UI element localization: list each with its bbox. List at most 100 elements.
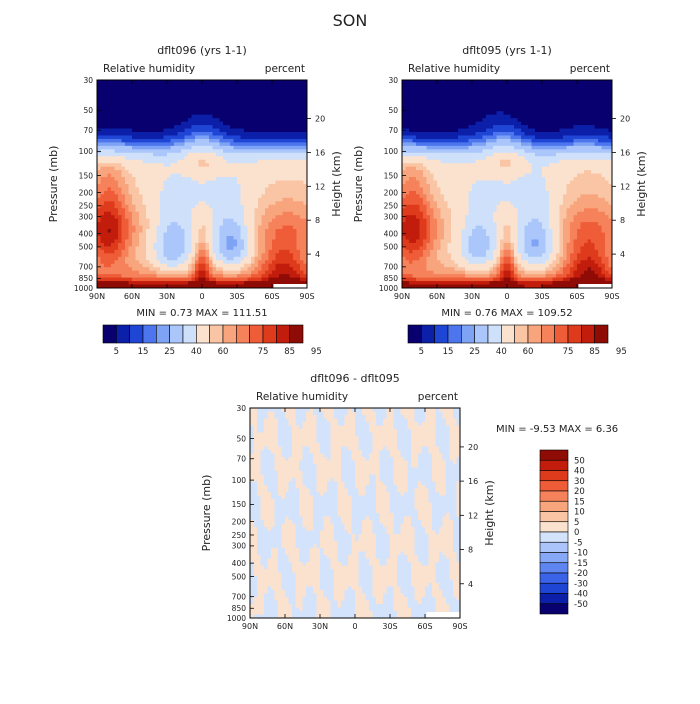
contour-cell	[216, 170, 220, 174]
contour-cell	[188, 94, 192, 98]
contour-cell	[553, 122, 557, 126]
contour-cell	[143, 191, 147, 195]
contour-cell	[286, 167, 290, 171]
contour-cell	[101, 198, 105, 202]
contour-cell	[409, 83, 413, 87]
contour-cell	[97, 191, 101, 195]
contour-cell	[416, 129, 420, 133]
contour-cell	[125, 257, 129, 261]
contour-cell	[160, 236, 164, 240]
contour-cell	[234, 160, 238, 164]
contour-cell	[248, 163, 252, 167]
contour-cell	[136, 222, 140, 226]
contour-cell	[427, 87, 431, 91]
contour-cell	[195, 260, 199, 264]
contour-cell	[248, 219, 252, 223]
contour-cell	[563, 146, 567, 150]
contour-cell	[164, 87, 168, 91]
contour-cell	[588, 132, 592, 136]
contour-cell	[476, 142, 480, 146]
contour-cell	[115, 111, 119, 115]
contour-cell	[122, 226, 126, 230]
contour-cell	[479, 80, 483, 84]
contour-cell	[118, 236, 122, 240]
contour-cell	[122, 198, 126, 202]
contour-cell	[223, 90, 227, 94]
contour-cell	[160, 205, 164, 209]
contour-cell	[125, 149, 129, 153]
contour-cell	[262, 156, 266, 160]
contour-cell	[567, 90, 571, 94]
contour-cell	[199, 184, 203, 188]
contour-cell	[300, 94, 304, 98]
contour-cell	[563, 142, 567, 146]
contour-cell	[479, 135, 483, 139]
contour-cell	[486, 111, 490, 115]
contour-cell	[164, 208, 168, 212]
contour-cell	[115, 191, 119, 195]
contour-cell	[276, 229, 280, 233]
contour-cell	[104, 118, 108, 122]
contour-cell	[469, 97, 473, 101]
contour-cell	[230, 233, 234, 237]
contour-cell	[528, 118, 532, 122]
contour-cell	[406, 80, 410, 84]
contour-cell	[276, 264, 280, 268]
contour-cell	[262, 111, 266, 115]
contour-cell	[500, 108, 504, 112]
contour-cell	[241, 115, 245, 119]
contour-cell	[265, 135, 269, 139]
contour-cell	[97, 101, 101, 105]
contour-cell	[206, 246, 210, 250]
contour-cell	[139, 132, 143, 136]
contour-cell	[195, 94, 199, 98]
contour-cell	[234, 264, 238, 268]
contour-cell	[286, 198, 290, 202]
contour-cell	[153, 111, 157, 115]
contour-cell	[451, 97, 455, 101]
contour-cell	[206, 83, 210, 87]
contour-cell	[209, 83, 213, 87]
contour-cell	[171, 125, 175, 129]
contour-cell	[434, 149, 438, 153]
contour-cell	[206, 271, 210, 275]
contour-cell	[472, 83, 476, 87]
contour-cell	[139, 274, 143, 278]
contour-cell	[157, 177, 161, 181]
contour-cell	[244, 208, 248, 212]
contour-cell	[136, 181, 140, 185]
contour-cell	[223, 278, 227, 282]
contour-cell	[244, 142, 248, 146]
contour-cell	[122, 125, 126, 129]
contour-cell	[153, 160, 157, 164]
contour-cell	[195, 163, 199, 167]
contour-cell	[227, 90, 231, 94]
contour-cell	[129, 118, 133, 122]
contour-cell	[272, 184, 276, 188]
contour-cell	[483, 142, 487, 146]
contour-cell	[567, 111, 571, 115]
contour-cell	[192, 167, 196, 171]
contour-cell	[178, 118, 182, 122]
contour-cell	[525, 118, 529, 122]
contour-cell	[511, 125, 515, 129]
contour-cell	[160, 97, 164, 101]
contour-cell	[237, 264, 241, 268]
contour-cell	[171, 94, 175, 98]
contour-cell	[272, 94, 276, 98]
contour-cell	[101, 260, 105, 264]
contour-cell	[213, 257, 217, 261]
contour-cell	[483, 90, 487, 94]
contour-cell	[101, 122, 105, 126]
contour-cell	[230, 198, 234, 202]
contour-cell	[136, 239, 140, 243]
contour-cell	[444, 153, 448, 157]
contour-cell	[136, 156, 140, 160]
contour-cell	[160, 111, 164, 115]
contour-cell	[255, 260, 259, 264]
contour-cell	[202, 160, 206, 164]
contour-cell	[542, 101, 546, 105]
contour-cell	[262, 281, 266, 285]
contour-cell	[118, 129, 122, 133]
